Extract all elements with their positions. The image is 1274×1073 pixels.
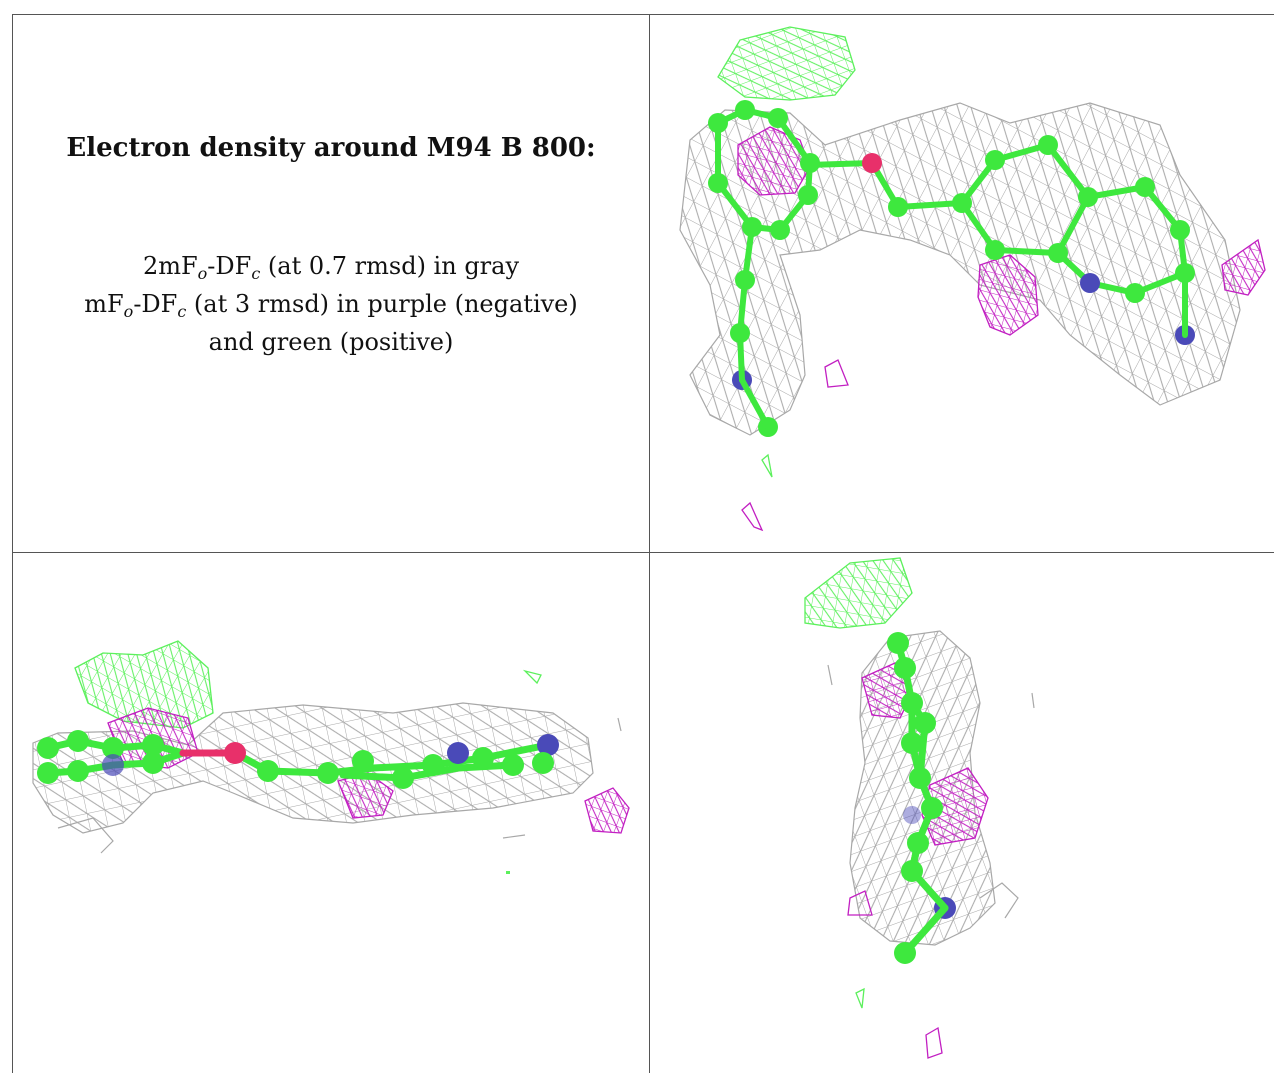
ligand-atom	[901, 860, 923, 882]
negative-density-blob	[584, 787, 630, 834]
density-render-side	[32, 640, 630, 874]
negative-density-blob	[824, 359, 849, 388]
positive-density-blob	[522, 669, 542, 685]
density-view-top	[649, 552, 1274, 1073]
ligand-atoms	[37, 730, 559, 789]
positive-density-speck	[506, 871, 510, 874]
ligand-atoms	[708, 100, 1195, 437]
negative-density-blob	[925, 1026, 943, 1059]
caption-panel: Electron density around M94 B 800: 2mFo-…	[12, 14, 649, 552]
panel-heading: Electron density around M94 B 800:	[66, 133, 596, 163]
ligand-atom-occluded	[903, 806, 921, 824]
ligand-atoms	[887, 632, 956, 964]
gray-mesh	[32, 702, 594, 834]
ligand-bonds-extra	[737, 270, 1188, 430]
legend-line-2fofc: 2mFo-DFc (at 0.7 rmsd) in gray	[142, 252, 520, 283]
density-view-side	[12, 552, 649, 1073]
density-render-top	[804, 557, 1035, 1059]
gray-mesh-fragments	[827, 664, 1035, 919]
density-render-front	[679, 26, 1266, 532]
negative-density-blob	[737, 126, 811, 196]
negative-density-blob	[1221, 238, 1266, 296]
negative-density-blob	[921, 767, 989, 846]
negative-density-blob	[847, 890, 873, 916]
legend-line-fofc: mFo-DFc (at 3 rmsd) in purple (negative)	[84, 290, 578, 321]
positive-density-blob	[717, 26, 856, 101]
density-view-front	[649, 14, 1274, 552]
positive-density-blob	[761, 453, 773, 478]
legend-line-colors: and green (positive)	[208, 328, 454, 356]
gray-mesh-fragments	[57, 717, 622, 854]
positive-density-blob	[804, 557, 913, 629]
positive-density-blob	[855, 987, 865, 1009]
positive-density-blob	[74, 640, 214, 729]
map-legend: 2mFo-DFc (at 0.7 rmsd) in gray mFo-DFc (…	[13, 247, 649, 361]
negative-density-blob	[741, 501, 764, 532]
negative-density-blob	[977, 254, 1039, 336]
